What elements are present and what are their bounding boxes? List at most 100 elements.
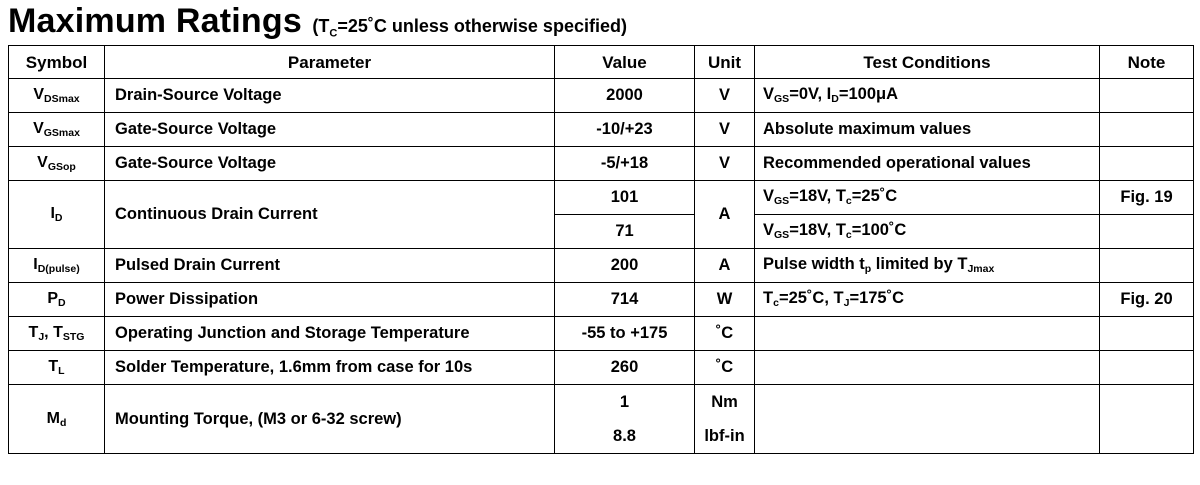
cond-sub: c [773, 297, 779, 310]
condition-cell [754, 350, 1100, 385]
value-cell: 1 8.8 [554, 384, 695, 454]
note-cell: Fig. 19 [1099, 180, 1194, 215]
cond-sub: GS [774, 229, 790, 242]
note-cell [1099, 384, 1194, 454]
parameter-cell: Mounting Torque, (M3 or 6-32 screw) [104, 384, 555, 454]
unit-cell: V [694, 78, 755, 113]
value-cell: 101 [554, 180, 695, 215]
condition-cell: Pulse width tp limited by TJmax [754, 248, 1100, 283]
value-cell: 200 [554, 248, 695, 283]
value-line: 1 [619, 392, 630, 411]
note-cell [1099, 316, 1194, 351]
condition-cell [754, 384, 1100, 454]
title-condition-open: (T [312, 16, 330, 36]
cond-text: V [763, 221, 775, 240]
unit-line: Nm [711, 392, 738, 411]
table-row: Md Mounting Torque, (M3 or 6-32 screw) 1… [8, 384, 1194, 454]
symbol-sub: DSmax [44, 93, 80, 106]
unit-stack: Nm lbf-in [695, 385, 754, 453]
cond-sub: c [845, 195, 852, 208]
condition-cell: Absolute maximum values [754, 112, 1100, 147]
symbol-sub: D [54, 212, 63, 225]
note-cell [1099, 146, 1194, 181]
parameter-cell: Pulsed Drain Current [104, 248, 555, 283]
unit-cell: ˚C [694, 316, 755, 351]
symbol-sub: D(pulse) [37, 263, 80, 276]
parameter-cell: Gate-Source Voltage [104, 112, 555, 147]
note-cell: Fig. 20 [1099, 282, 1194, 317]
cond-text: Pulse width t [763, 255, 865, 274]
symbol-sub: STG [62, 331, 85, 344]
symbol-sub: D [58, 297, 66, 310]
condition-cell: VGS=18V, Tc=100˚C [754, 214, 1100, 249]
cond-sub: p [864, 263, 872, 276]
symbol-main: , T [44, 324, 63, 342]
symbol-cell: VGSop [8, 146, 105, 181]
cond-text: =100˚C [851, 221, 907, 240]
symbol-cell: PD [8, 282, 105, 317]
note-cell [1099, 112, 1194, 147]
header-note: Note [1099, 45, 1194, 79]
header-symbol: Symbol [8, 45, 105, 79]
title-condition: (TC=25˚C unless otherwise specified) [312, 16, 627, 40]
table-row: TJ, TSTG Operating Junction and Storage … [8, 316, 1194, 351]
header-test-conditions: Test Conditions [754, 45, 1100, 79]
symbol-main: P [47, 290, 59, 308]
symbol-cell: Md [8, 384, 105, 454]
cond-text: V [763, 187, 775, 206]
title-main: Maximum Ratings [8, 2, 302, 40]
parameter-cell: Gate-Source Voltage [104, 146, 555, 181]
table-header-row: Symbol Parameter Value Unit Test Conditi… [8, 45, 1194, 79]
table-row: 71 VGS=18V, Tc=100˚C [9, 214, 1194, 249]
cond-sub: c [845, 229, 852, 242]
condition-cell: Tc=25˚C, TJ=175˚C [754, 282, 1100, 317]
value-cell: 260 [554, 350, 695, 385]
value-cell: 714 [554, 282, 695, 317]
symbol-cell: TL [8, 350, 105, 385]
cond-text: V [763, 85, 775, 104]
cond-sub: J [843, 297, 850, 310]
symbol-cell: TJ, TSTG [8, 316, 105, 351]
unit-line: lbf-in [704, 426, 745, 445]
condition-cell: VGS=0V, ID=100μA [754, 78, 1100, 113]
symbol-cell: ID [8, 180, 105, 249]
unit-cell: ˚C [694, 350, 755, 385]
table-row: VGSmax Gate-Source Voltage -10/+23 V Abs… [8, 112, 1194, 147]
value-line: 8.8 [613, 426, 636, 445]
value-cell: 71 [554, 214, 695, 249]
section-title: Maximum Ratings (TC=25˚C unless otherwis… [8, 2, 627, 42]
cond-sub: GS [774, 195, 790, 208]
unit-cell: A [694, 180, 755, 249]
unit-cell: Nm lbf-in [694, 384, 755, 454]
symbol-sub: J [38, 331, 45, 344]
note-cell [1099, 214, 1194, 249]
maximum-ratings-table: Symbol Parameter Value Unit Test Conditi… [8, 45, 1194, 454]
symbol-cell: VDSmax [8, 78, 105, 113]
symbol-sub: GSop [47, 161, 76, 174]
note-cell [1099, 78, 1194, 113]
symbol-main: T [28, 324, 39, 342]
unit-cell: V [694, 146, 755, 181]
condition-cell: VGS=18V, Tc=25˚C [754, 180, 1100, 215]
parameter-cell: Operating Junction and Storage Temperatu… [104, 316, 555, 351]
symbol-main: M [46, 409, 60, 427]
symbol-sub: d [59, 416, 67, 429]
unit-cell: A [694, 248, 755, 283]
table-row: VGSop Gate-Source Voltage -5/+18 V Recom… [8, 146, 1194, 181]
cond-sub: Jmax [967, 263, 995, 276]
value-cell: -10/+23 [554, 112, 695, 147]
symbol-sub: GSmax [43, 127, 80, 140]
cond-text: =25˚C, T [778, 289, 844, 308]
value-cell: 2000 [554, 78, 695, 113]
cond-sub: D [831, 93, 839, 106]
symbol-main: I [50, 205, 55, 223]
note-cell [1099, 350, 1194, 385]
unit-cell: W [694, 282, 755, 317]
cond-sub: GS [774, 93, 790, 106]
value-cell: -5/+18 [554, 146, 695, 181]
note-cell [1099, 248, 1194, 283]
symbol-main: V [33, 120, 44, 138]
unit-cell: V [694, 112, 755, 147]
symbol-main: T [48, 358, 59, 376]
table-row: VDSmax Drain-Source Voltage 2000 V VGS=0… [8, 78, 1194, 113]
